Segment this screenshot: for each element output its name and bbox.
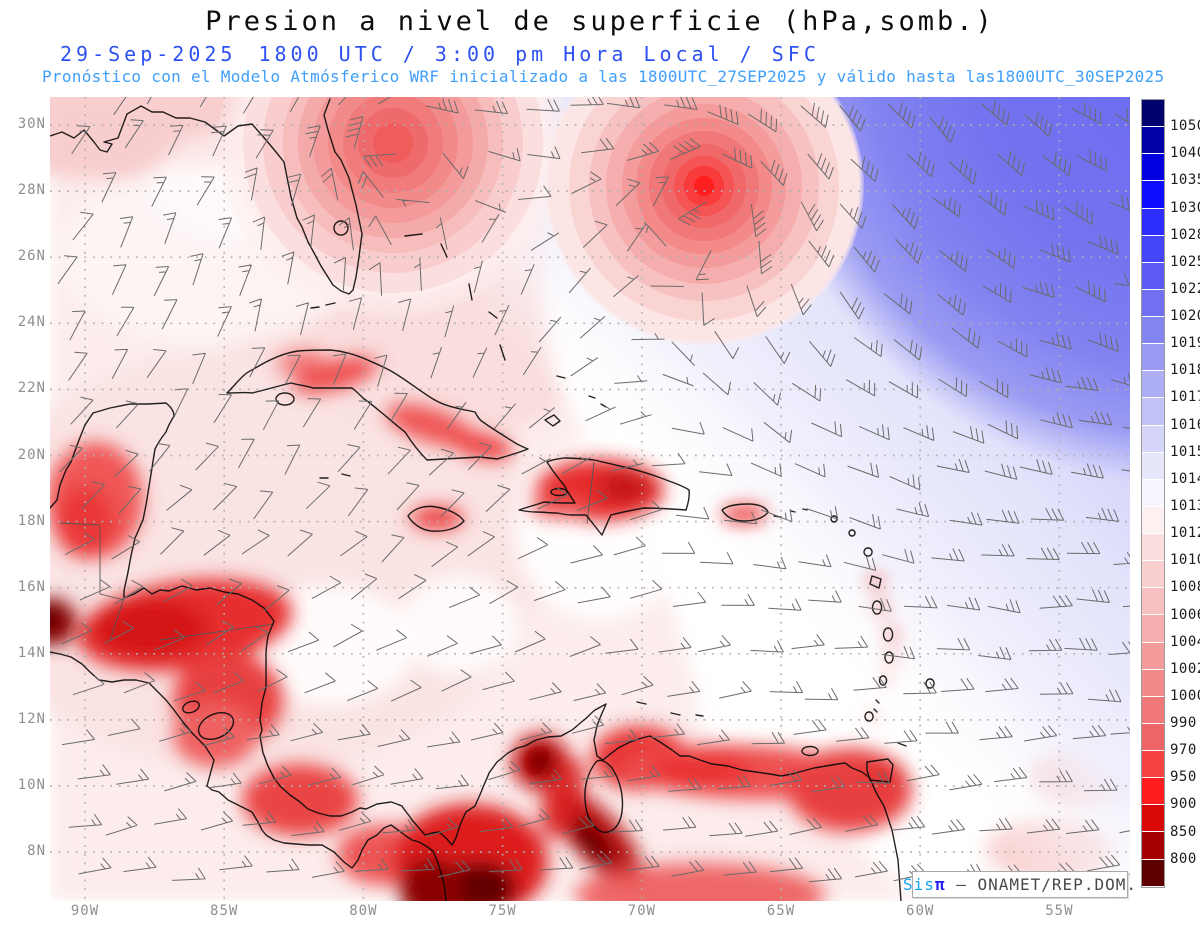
watermark-system: Sis <box>903 875 935 894</box>
lat-label: 16N <box>17 578 46 595</box>
colorbar-cell <box>1142 208 1164 236</box>
colorbar-cell <box>1142 425 1164 453</box>
colorbar-cell <box>1142 561 1164 589</box>
colorbar-cell <box>1142 615 1164 643</box>
lat-label: 8N <box>27 843 46 860</box>
colorbar-label: 850 <box>1170 823 1197 840</box>
run-date: 29-Sep-2025 <box>60 42 237 66</box>
colorbar-label: 1015 <box>1170 443 1200 460</box>
colorbar-cell <box>1142 805 1164 833</box>
lon-label: 60W <box>906 903 935 919</box>
colorbar-cell <box>1142 317 1164 345</box>
colorbar-label: 1028 <box>1170 226 1200 243</box>
valid-time: 1800 UTC / 3:00 pm Hora Local / SFC <box>258 42 820 66</box>
colorbar-label: 1013 <box>1170 498 1200 515</box>
colorbar-label: 1030 <box>1170 199 1200 216</box>
lat-label: 12N <box>17 710 46 727</box>
datetime-line: 29-Sep-2025 1800 UTC / 3:00 pm Hora Loca… <box>60 42 820 66</box>
political-borders <box>59 461 595 641</box>
colorbar-cell <box>1142 859 1164 887</box>
colorbar-cell <box>1142 642 1164 670</box>
lat-label: 30N <box>17 116 46 132</box>
cyclone-2-shading <box>544 97 864 346</box>
lon-label: 90W <box>70 903 100 919</box>
colorbar-cell <box>1142 778 1164 806</box>
forecast-note-text: Pronóstico con el Modelo Atmósferico WRF… <box>42 67 996 86</box>
colorbar-cell <box>1142 534 1164 562</box>
lat-label: 18N <box>17 512 46 529</box>
lat-label: 28N <box>17 182 46 199</box>
colorbar-label: 1040 <box>1170 145 1200 162</box>
colorbar-label: 1016 <box>1170 416 1200 433</box>
lat-label: 24N <box>17 314 46 331</box>
wind-barbs <box>57 97 1130 883</box>
colorbar-cell <box>1142 452 1164 480</box>
colorbar-cell <box>1142 479 1164 507</box>
colorbar-cell <box>1142 588 1164 616</box>
lon-label: 80W <box>349 903 378 919</box>
pressure-colorbar <box>1141 99 1165 888</box>
colorbar-cell <box>1142 100 1164 128</box>
forecast-valid-until: 1800UTC_30SEP2025 <box>995 67 1165 86</box>
colorbar-label: 1050 <box>1170 118 1200 135</box>
colorbar-label: 970 <box>1170 742 1197 759</box>
watermark-org: ONAMET/REP.DOM. <box>977 875 1137 894</box>
colorbar-label: 1012 <box>1170 525 1200 542</box>
thermal-low-shading <box>50 350 912 901</box>
colorbar-cell <box>1142 289 1164 317</box>
colorbar-label: 900 <box>1170 796 1197 813</box>
lat-label: 26N <box>17 248 46 265</box>
lat-label: 20N <box>17 446 46 463</box>
colorbar-label: 1019 <box>1170 335 1200 352</box>
colorbar-label: 990 <box>1170 715 1197 732</box>
page-title: Presion a nivel de superficie (hPa,somb.… <box>205 6 995 37</box>
colorbar-cell <box>1142 669 1164 697</box>
watermark-separator: – <box>945 875 978 894</box>
colorbar-cell <box>1142 127 1164 155</box>
colorbar-cell <box>1142 723 1164 751</box>
colorbar-label: 1000 <box>1170 687 1200 704</box>
colorbar-label: 1004 <box>1170 633 1200 650</box>
lat-label: 14N <box>17 644 46 661</box>
colorbar-cell <box>1142 751 1164 779</box>
watermark-pi-symbol: π <box>934 875 946 894</box>
colorbar-cell <box>1142 506 1164 534</box>
colorbar-label: 1035 <box>1170 172 1200 189</box>
lat-label: 10N <box>17 777 46 793</box>
watermark-badge: Sis π – ONAMET/REP.DOM. <box>903 871 1136 898</box>
colorbar-cell <box>1142 181 1164 209</box>
colorbar-cell <box>1142 696 1164 724</box>
colorbar-label: 1006 <box>1170 606 1200 623</box>
forecast-note: Pronóstico con el Modelo Atmósferico WRF… <box>42 67 1164 86</box>
colorbar-label: 1008 <box>1170 579 1200 596</box>
lon-label: 75W <box>488 903 517 919</box>
colorbar-label: 1014 <box>1170 470 1200 487</box>
colorbar-label: 1025 <box>1170 253 1200 270</box>
lat-label: 22N <box>17 380 46 397</box>
cyclone-1-shading <box>218 97 568 318</box>
colorbar-cell <box>1142 371 1164 399</box>
colorbar-label: 950 <box>1170 769 1197 786</box>
coastlines <box>50 98 935 901</box>
colorbar-label: 1018 <box>1170 362 1200 379</box>
colorbar-cell <box>1142 398 1164 426</box>
colorbar-cell <box>1142 235 1164 263</box>
colorbar-cell <box>1142 344 1164 372</box>
colorbar-label: 800 <box>1170 850 1197 867</box>
lon-label: 65W <box>766 903 796 919</box>
colorbar-label: 1017 <box>1170 389 1200 406</box>
colorbar-label: 1010 <box>1170 552 1200 569</box>
lon-label: 85W <box>210 903 239 919</box>
colorbar-label: 1022 <box>1170 280 1200 297</box>
colorbar-cell <box>1142 262 1164 290</box>
colorbar-cell <box>1142 154 1164 182</box>
lon-label: 70W <box>627 903 656 919</box>
colorbar-cell <box>1142 832 1164 860</box>
colorbar-label: 1002 <box>1170 660 1200 677</box>
lon-label: 55W <box>1045 903 1074 919</box>
colorbar-label: 1020 <box>1170 308 1200 325</box>
